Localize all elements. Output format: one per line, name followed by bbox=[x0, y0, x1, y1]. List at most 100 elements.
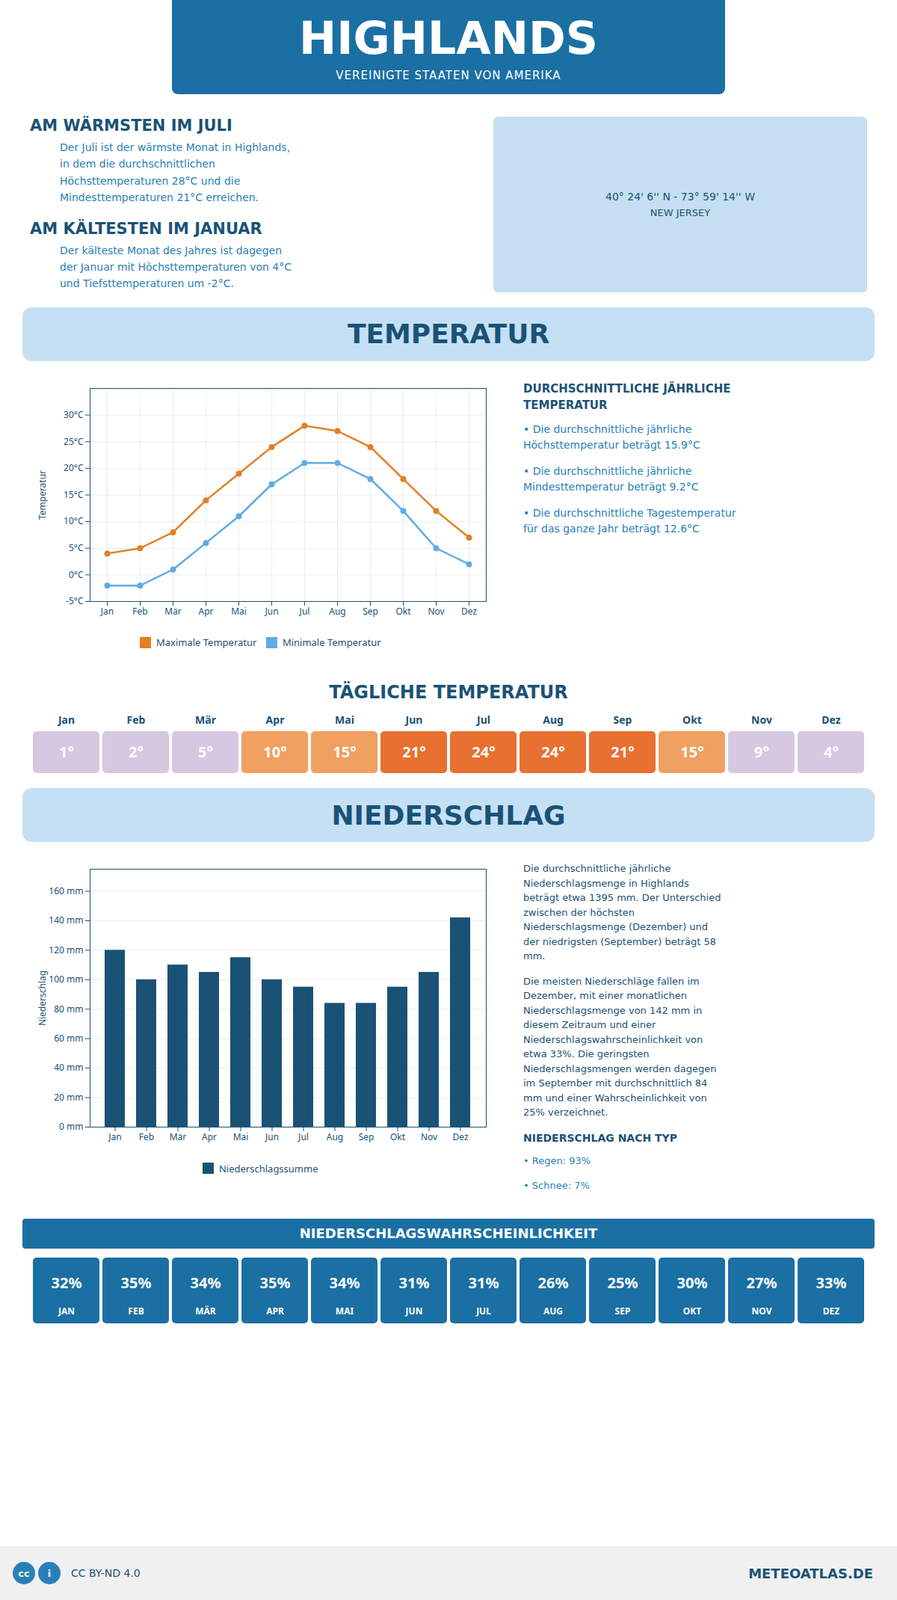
svg-text:Aug: Aug bbox=[542, 712, 564, 727]
svg-text:Niederschlag: Niederschlag bbox=[35, 970, 49, 1026]
html-text:Die meisten Niederschläge fall: Die meisten Niederschläge fallen im Deze… bbox=[523, 975, 717, 1118]
svg-text:Jul: Jul bbox=[475, 712, 491, 727]
svg-text:34%: 34% bbox=[329, 1272, 361, 1293]
svg-text:FEB: FEB bbox=[127, 1304, 144, 1318]
svg-text:JAN: JAN bbox=[57, 1304, 75, 1318]
svg-text:Jun: Jun bbox=[263, 604, 279, 618]
svg-text:Sep: Sep bbox=[362, 604, 379, 618]
svg-text:DEZ: DEZ bbox=[822, 1304, 841, 1318]
svg-text:APR: APR bbox=[266, 1304, 285, 1318]
svg-text:31%: 31% bbox=[399, 1272, 430, 1293]
svg-text:60 mm: 60 mm bbox=[53, 1031, 83, 1045]
svg-text:15°: 15° bbox=[332, 741, 356, 762]
svg-text:Aug: Aug bbox=[328, 604, 346, 618]
svg-text:Feb: Feb bbox=[127, 712, 146, 727]
svg-text:Apr: Apr bbox=[201, 1130, 217, 1143]
svg-text:Temperatur: Temperatur bbox=[35, 470, 49, 520]
svg-text:Okt: Okt bbox=[682, 712, 702, 727]
svg-text:15°C: 15°C bbox=[63, 488, 84, 501]
svg-text:Jul: Jul bbox=[297, 1130, 309, 1143]
svg-text:Okt: Okt bbox=[395, 604, 412, 618]
svg-text:Dez: Dez bbox=[821, 712, 841, 727]
svg-text:100 mm: 100 mm bbox=[48, 972, 83, 986]
html-text:NIEDERSCHLAG: NIEDERSCHLAG bbox=[331, 799, 566, 831]
svg-text:30%: 30% bbox=[677, 1272, 708, 1293]
svg-text:0°C: 0°C bbox=[68, 567, 84, 581]
svg-text:34%: 34% bbox=[190, 1272, 222, 1293]
svg-text:Dez: Dez bbox=[452, 1130, 468, 1143]
html-text:Der kälteste Monat des Jahres: Der kälteste Monat des Jahres ist dagege… bbox=[59, 244, 292, 290]
svg-text:Mai: Mai bbox=[233, 1130, 249, 1143]
svg-text:20°C: 20°C bbox=[63, 461, 84, 474]
svg-text:Nov: Nov bbox=[420, 1130, 439, 1143]
svg-text:15°: 15° bbox=[680, 741, 704, 762]
svg-text:33%: 33% bbox=[816, 1272, 847, 1293]
svg-text:Apr: Apr bbox=[266, 712, 286, 727]
svg-text:21°: 21° bbox=[402, 741, 426, 762]
svg-text:24°: 24° bbox=[471, 741, 495, 762]
svg-text:AUG: AUG bbox=[543, 1304, 563, 1318]
svg-text:Jul: Jul bbox=[299, 604, 311, 618]
svg-text:160 mm: 160 mm bbox=[48, 884, 83, 897]
svg-text:SEP: SEP bbox=[615, 1304, 631, 1318]
svg-text:Jan: Jan bbox=[107, 1130, 122, 1143]
svg-text:Apr: Apr bbox=[198, 604, 214, 618]
svg-text:30°C: 30°C bbox=[63, 408, 84, 421]
svg-text:Jan: Jan bbox=[100, 604, 114, 618]
svg-text:Mär: Mär bbox=[169, 1130, 187, 1143]
svg-text:80 mm: 80 mm bbox=[53, 1002, 83, 1016]
svg-text:20 mm: 20 mm bbox=[53, 1090, 83, 1104]
svg-text:35%: 35% bbox=[260, 1272, 291, 1293]
html-text:• Die durchschnittliche jährli: • Die durchschnittliche jährliche Höchst… bbox=[523, 422, 701, 451]
svg-text:Dez: Dez bbox=[461, 604, 477, 618]
html-text:Der Juli ist der wärmste Monat: Der Juli ist der wärmste Monat in Highla… bbox=[59, 141, 291, 204]
svg-text:Mär: Mär bbox=[164, 604, 182, 618]
svg-text:32%: 32% bbox=[51, 1272, 83, 1293]
svg-text:25%: 25% bbox=[607, 1272, 639, 1293]
svg-text:120 mm: 120 mm bbox=[48, 943, 83, 957]
svg-text:Sep: Sep bbox=[358, 1130, 375, 1143]
svg-text:40 mm: 40 mm bbox=[53, 1061, 83, 1075]
svg-text:Nov: Nov bbox=[427, 604, 445, 618]
svg-text:Feb: Feb bbox=[132, 604, 148, 618]
svg-text:Nov: Nov bbox=[751, 712, 773, 727]
svg-text:Okt: Okt bbox=[390, 1130, 406, 1143]
html-text:TEMPERATUR: TEMPERATUR bbox=[347, 318, 550, 350]
html-text:DURCHSCHNITTLICHE JÄHRLICHE TE: DURCHSCHNITTLICHE JÄHRLICHE TEMPERATUR bbox=[523, 381, 731, 413]
svg-text:-5°C: -5°C bbox=[65, 594, 84, 607]
svg-text:2°: 2° bbox=[128, 741, 144, 762]
svg-text:35%: 35% bbox=[121, 1272, 152, 1293]
svg-text:21°: 21° bbox=[610, 741, 634, 762]
svg-text:27%: 27% bbox=[746, 1272, 778, 1293]
svg-text:Jun: Jun bbox=[264, 1130, 279, 1143]
svg-text:Mai: Mai bbox=[334, 712, 355, 727]
svg-text:5°: 5° bbox=[198, 741, 214, 762]
svg-text:Aug: Aug bbox=[326, 1130, 344, 1143]
svg-text:Sep: Sep bbox=[613, 712, 633, 727]
svg-text:Mai: Mai bbox=[230, 604, 247, 618]
svg-text:10°: 10° bbox=[263, 741, 287, 762]
svg-text:Jun: Jun bbox=[404, 712, 424, 727]
html-text:Die durchschnittliche jährlich: Die durchschnittliche jährliche Niedersc… bbox=[523, 862, 721, 962]
svg-text:4°: 4° bbox=[823, 741, 839, 762]
svg-text:Feb: Feb bbox=[139, 1130, 154, 1143]
svg-text:0 mm: 0 mm bbox=[59, 1120, 83, 1134]
svg-text:OKT: OKT bbox=[683, 1304, 702, 1318]
svg-text:25°C: 25°C bbox=[63, 434, 84, 448]
svg-text:24°: 24° bbox=[541, 741, 565, 762]
svg-text:31%: 31% bbox=[468, 1272, 500, 1293]
svg-text:Mär: Mär bbox=[195, 712, 217, 727]
svg-text:NOV: NOV bbox=[751, 1304, 773, 1318]
svg-text:JUN: JUN bbox=[405, 1304, 424, 1318]
html-text:HIGHLANDS: HIGHLANDS bbox=[299, 11, 598, 65]
svg-text:JUL: JUL bbox=[475, 1304, 492, 1318]
svg-text:5°C: 5°C bbox=[68, 541, 84, 554]
svg-text:9°: 9° bbox=[754, 741, 770, 762]
svg-text:140 mm: 140 mm bbox=[48, 914, 83, 927]
svg-text:10°C: 10°C bbox=[63, 514, 84, 527]
svg-text:Jan: Jan bbox=[56, 712, 75, 727]
svg-text:MAI: MAI bbox=[335, 1304, 355, 1318]
svg-text:26%: 26% bbox=[538, 1272, 569, 1293]
svg-text:MÄR: MÄR bbox=[195, 1304, 217, 1318]
svg-text:1°: 1° bbox=[59, 741, 75, 762]
